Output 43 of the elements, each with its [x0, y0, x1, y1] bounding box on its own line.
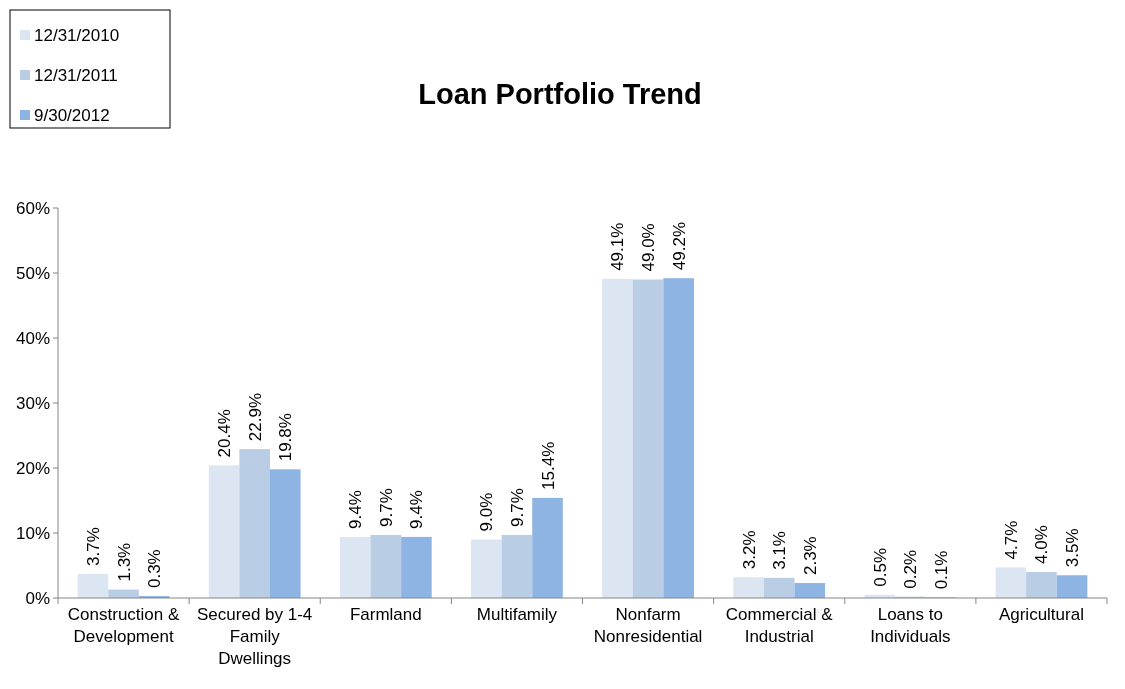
y-tick-label: 0%: [25, 588, 50, 608]
data-label: 0.3%: [145, 549, 165, 589]
data-label: 9.0%: [477, 492, 497, 532]
data-label: 4.7%: [1001, 520, 1021, 560]
data-label: 9.7%: [376, 488, 396, 527]
y-tick-label: 60%: [15, 198, 50, 218]
data-label: 1.3%: [114, 542, 134, 582]
x-tick-label: Secured by 1-4 Family Dwellings: [197, 605, 313, 668]
x-tick-label: Nonfarm Nonresidential: [593, 605, 703, 646]
x-tick-label: Farmland: [349, 605, 422, 624]
legend-label: 12/31/2010: [34, 25, 120, 45]
legend-label: 9/30/2012: [34, 105, 110, 125]
data-label: 3.1%: [770, 531, 790, 570]
y-tick-label: 10%: [15, 523, 50, 543]
data-label: 49.0%: [639, 223, 659, 272]
y-tick-label: 30%: [15, 393, 50, 413]
x-tick-label: Commercial & Industrial: [725, 605, 834, 646]
chart-title: Loan Portfolio Trend: [418, 78, 702, 110]
x-tick-label: Construction & Development: [67, 605, 180, 646]
data-label: 20.4%: [215, 409, 235, 458]
data-label: 3.7%: [83, 527, 103, 566]
x-tick-label: Multifamily: [476, 605, 558, 624]
data-label: 0.2%: [901, 549, 921, 589]
x-tick-label: Loans to Individuals: [870, 605, 951, 646]
data-label: 49.2%: [669, 222, 689, 271]
data-label: 3.5%: [1063, 528, 1083, 568]
data-label: 15.4%: [538, 441, 558, 490]
data-label: 0.1%: [931, 550, 951, 590]
data-label: 19.8%: [276, 413, 296, 462]
data-label: 3.2%: [739, 530, 759, 570]
legend-label: 12/31/2011: [34, 65, 118, 85]
data-label: 0.5%: [870, 548, 890, 587]
data-label: 9.4%: [346, 490, 366, 529]
data-label: 9.7%: [507, 488, 527, 527]
data-label: 4.0%: [1032, 525, 1052, 564]
x-tick-label: Agricultural: [998, 605, 1084, 624]
data-label: 22.9%: [245, 392, 265, 442]
data-label: 9.4%: [407, 490, 427, 529]
y-tick-label: 40%: [15, 328, 50, 348]
data-label: 49.1%: [608, 222, 628, 271]
data-label: 2.3%: [800, 536, 820, 576]
y-tick-label: 20%: [15, 458, 50, 478]
y-tick-label: 50%: [15, 263, 50, 283]
